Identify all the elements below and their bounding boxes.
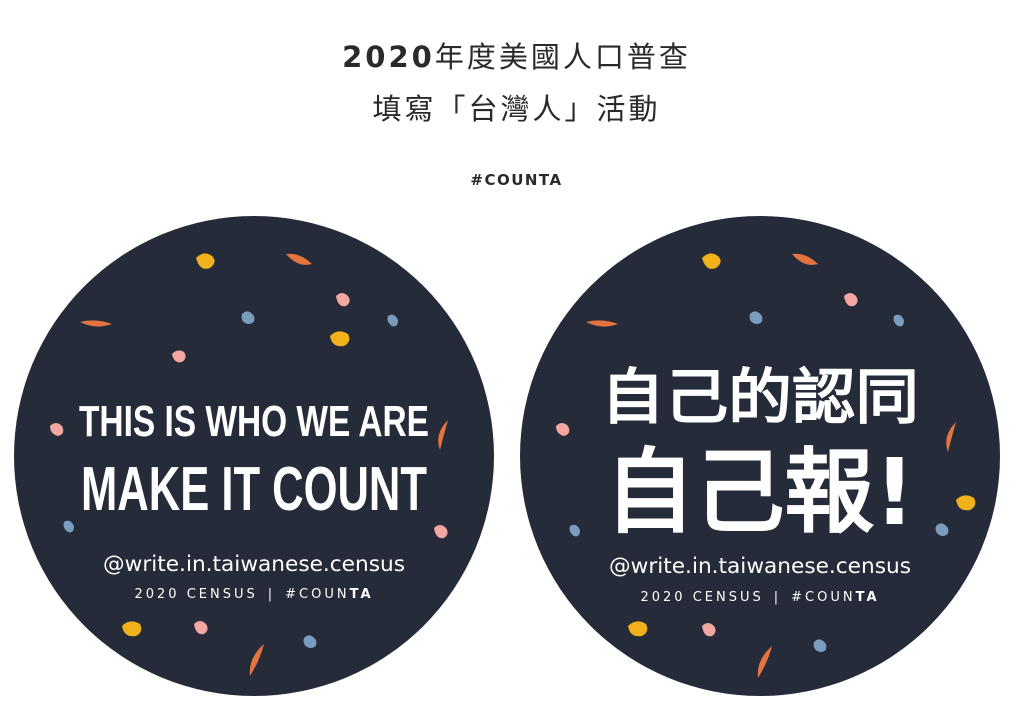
confetti-yellow-icon bbox=[628, 621, 648, 637]
confetti-yellow-icon bbox=[702, 253, 721, 269]
confetti-blue-icon bbox=[303, 635, 317, 648]
footer-separator: | bbox=[774, 590, 781, 605]
confetti bbox=[556, 253, 976, 678]
confetti-orange-icon bbox=[438, 420, 448, 450]
confetti-blue-icon bbox=[893, 314, 904, 327]
confetti-orange-icon bbox=[80, 320, 112, 327]
confetti-pink-icon bbox=[336, 293, 350, 307]
confetti-yellow-icon bbox=[196, 253, 215, 269]
footer-tag: #COUN bbox=[791, 590, 855, 605]
sticker-handle: @write.in.taiwanese.census bbox=[609, 554, 911, 578]
title-text: 年度美國人口普查 bbox=[434, 40, 691, 74]
sticker-footer: 2020 CENSUS | #COUNTA bbox=[640, 590, 879, 605]
confetti-blue-icon bbox=[569, 524, 580, 537]
footer-census: 2020 CENSUS bbox=[640, 590, 763, 605]
page-subtitle: 填寫「台灣人」活動 bbox=[372, 92, 661, 126]
confetti-yellow-icon bbox=[330, 331, 350, 347]
sticker-headline-2: 自己報! bbox=[605, 439, 915, 546]
footer-tag-bold: TA bbox=[350, 587, 374, 602]
sticker-headline-2: MAKE IT COUNT bbox=[81, 455, 427, 524]
confetti-blue-icon bbox=[935, 523, 949, 536]
confetti-orange-icon bbox=[792, 253, 818, 265]
confetti-orange-icon bbox=[757, 646, 772, 678]
confetti-pink-icon bbox=[844, 293, 858, 307]
sticker-handle: @write.in.taiwanese.census bbox=[103, 552, 405, 576]
confetti-yellow-icon bbox=[122, 621, 142, 637]
confetti-blue-icon bbox=[387, 314, 398, 327]
sticker-headline-1: THIS IS WHO WE ARE bbox=[79, 397, 429, 446]
sticker-english-badge: THIS IS WHO WE ARE MAKE IT COUNT @write.… bbox=[14, 216, 494, 696]
confetti-pink-icon bbox=[556, 423, 570, 436]
sticker-chinese-badge: 自己的認同 自己報! @write.in.taiwanese.census 20… bbox=[520, 216, 1000, 696]
confetti-pink-icon bbox=[172, 350, 186, 363]
confetti-orange-icon bbox=[286, 253, 312, 265]
sticker-english: THIS IS WHO WE ARE MAKE IT COUNT @write.… bbox=[12, 214, 496, 698]
confetti-pink-icon bbox=[194, 621, 208, 635]
confetti-orange-icon bbox=[586, 320, 618, 327]
footer-separator: | bbox=[268, 587, 275, 602]
footer-tag: #COUN bbox=[285, 587, 349, 602]
confetti-yellow-icon bbox=[956, 495, 976, 511]
confetti-pink-icon bbox=[702, 623, 716, 637]
sticker-footer: 2020 CENSUS | #COUNTA bbox=[134, 587, 373, 602]
confetti-blue-icon bbox=[63, 520, 74, 533]
sticker-headline-1: 自己的認同 bbox=[601, 363, 919, 433]
title-year: 2020 bbox=[342, 40, 435, 74]
hashtag-heading: #COUNTA bbox=[470, 171, 563, 189]
footer-tag-bold: TA bbox=[856, 590, 880, 605]
badge-circle bbox=[14, 216, 494, 696]
confetti-orange-icon bbox=[946, 422, 956, 452]
confetti-blue-icon bbox=[749, 311, 763, 324]
confetti-pink-icon bbox=[434, 525, 448, 539]
badge-circle bbox=[520, 216, 1000, 696]
confetti-pink-icon bbox=[50, 423, 64, 436]
page-title: 2020年度美國人口普查 bbox=[0, 34, 1033, 76]
confetti bbox=[50, 253, 448, 676]
sticker-chinese: 自己的認同 自己報! @write.in.taiwanese.census 20… bbox=[518, 214, 1002, 698]
confetti-blue-icon bbox=[241, 311, 255, 324]
confetti-orange-icon bbox=[249, 644, 264, 676]
footer-census: 2020 CENSUS bbox=[134, 587, 257, 602]
confetti-blue-icon bbox=[813, 639, 827, 652]
